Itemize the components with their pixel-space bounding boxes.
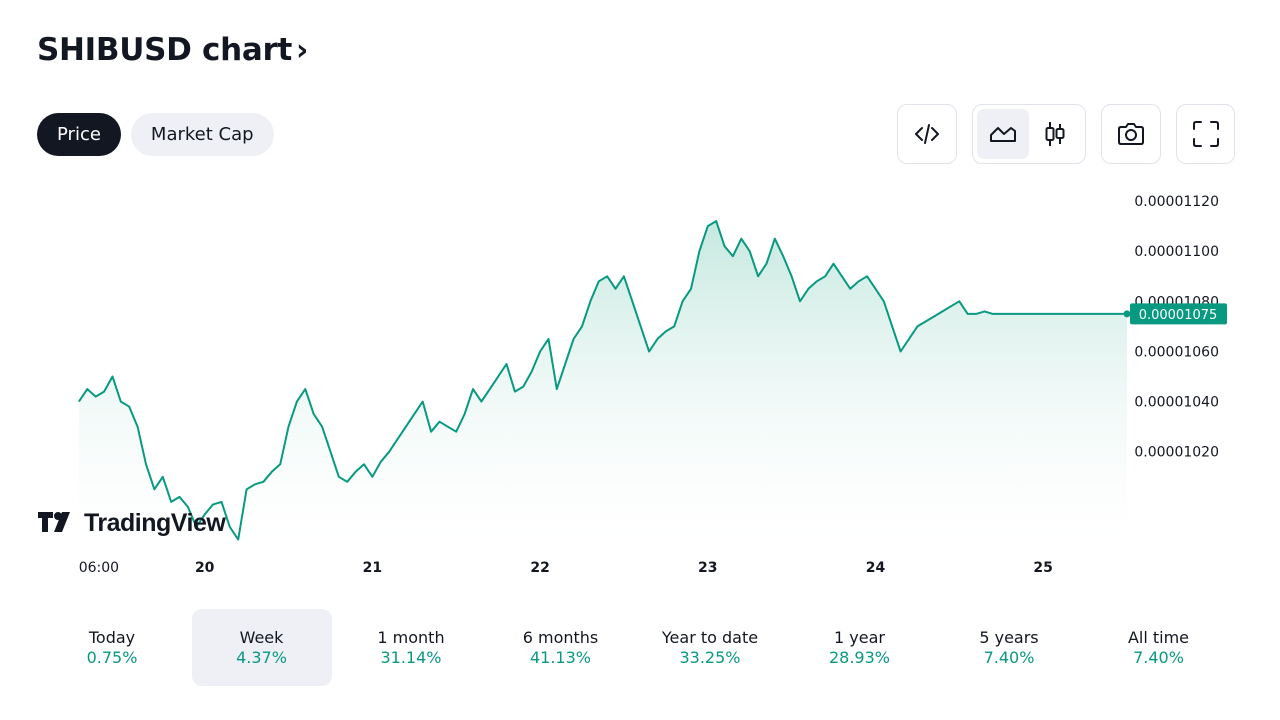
period-1-month[interactable]: 1 month 31.14% bbox=[341, 609, 481, 686]
page-title[interactable]: SHIBUSD chart › bbox=[37, 32, 308, 68]
price-line bbox=[78, 220, 1127, 541]
area-chart-icon bbox=[990, 127, 1016, 142]
area-chart-button[interactable] bbox=[977, 109, 1029, 159]
period-change: 28.93% bbox=[828, 648, 890, 667]
tradingview-logo-icon bbox=[38, 512, 70, 532]
period-label: Week bbox=[239, 628, 284, 647]
period-change: 7.40% bbox=[983, 648, 1035, 667]
fullscreen-icon bbox=[1192, 121, 1219, 147]
embed-button[interactable] bbox=[897, 104, 957, 164]
x-tick-label: 21 bbox=[363, 560, 382, 576]
y-tick-label: 0.00001040 bbox=[1134, 395, 1219, 411]
period-all-time[interactable]: All time 7.40% bbox=[1089, 609, 1229, 686]
x-axis: 06:00 20 21 22 23 24 25 bbox=[79, 560, 1053, 576]
x-tick-label: 23 bbox=[698, 560, 717, 576]
code-icon bbox=[915, 124, 939, 144]
period-today[interactable]: Today 0.75% bbox=[42, 609, 182, 686]
x-tick-label: 24 bbox=[866, 560, 886, 576]
period-label: Today bbox=[88, 628, 136, 647]
watermark-text: TradingView bbox=[84, 509, 226, 537]
y-axis: 0.000011200.000011000.000010800.00001060… bbox=[1134, 194, 1219, 461]
last-price-marker: 0.00001075 bbox=[1123, 303, 1227, 325]
performance-periods: Today 0.75% Week 4.37% 1 month 31.14% 6 … bbox=[37, 609, 1237, 686]
x-tick-label: 20 bbox=[195, 560, 215, 576]
y-tick-label: 0.00001020 bbox=[1134, 445, 1219, 461]
period-5-years[interactable]: 5 years 7.40% bbox=[939, 609, 1079, 686]
period-change: 7.40% bbox=[1133, 648, 1184, 667]
page-title-text: SHIBUSD chart bbox=[37, 32, 293, 68]
period-change: 41.13% bbox=[529, 648, 591, 667]
period-week[interactable]: Week 4.37% bbox=[191, 609, 332, 686]
tradingview-watermark[interactable]: TradingView bbox=[38, 509, 227, 537]
period-label: Year to date bbox=[661, 628, 759, 647]
y-tick-label: 0.00001100 bbox=[1134, 244, 1219, 260]
period-6-months[interactable]: 6 months 41.13% bbox=[491, 609, 631, 686]
period-label: 5 years bbox=[979, 628, 1039, 647]
period-change: 0.75% bbox=[86, 648, 138, 667]
price-area-fill bbox=[78, 221, 1127, 544]
tab-price[interactable]: Price bbox=[37, 113, 121, 156]
period-label: All time bbox=[1127, 628, 1190, 647]
fullscreen-button[interactable] bbox=[1176, 104, 1235, 164]
camera-icon bbox=[1118, 123, 1144, 145]
period-change: 33.25% bbox=[679, 648, 741, 667]
price-chart[interactable]: 0.000011200.000011000.000010800.00001060… bbox=[0, 176, 1280, 586]
y-tick-label: 0.00001120 bbox=[1134, 194, 1219, 210]
last-price-badge bbox=[1130, 303, 1227, 325]
data-type-tabs: Price Market Cap bbox=[37, 113, 274, 156]
candlestick-icon bbox=[1045, 122, 1065, 146]
period-label: 6 months bbox=[522, 628, 599, 647]
period-label: 1 month bbox=[377, 628, 445, 647]
snapshot-button[interactable] bbox=[1101, 104, 1161, 164]
period-change: 4.37% bbox=[236, 648, 287, 667]
period-year-to-date[interactable]: Year to date 33.25% bbox=[640, 609, 780, 686]
tab-market-cap[interactable]: Market Cap bbox=[130, 113, 274, 156]
candles-chart-button[interactable] bbox=[1029, 109, 1081, 159]
chart-type-toggle bbox=[972, 104, 1086, 164]
period-1-year[interactable]: 1 year 28.93% bbox=[790, 609, 930, 686]
x-tick-label: 22 bbox=[530, 560, 549, 576]
period-change: 31.14% bbox=[380, 648, 442, 667]
y-tick-label: 0.00001060 bbox=[1134, 344, 1219, 360]
last-price-dot bbox=[1123, 310, 1131, 318]
chevron-right-icon: › bbox=[296, 32, 309, 68]
x-tick-label: 25 bbox=[1033, 560, 1052, 576]
x-tick-label: 06:00 bbox=[79, 560, 119, 576]
period-label: 1 year bbox=[834, 628, 885, 647]
last-price-label: 0.00001075 bbox=[1139, 308, 1218, 323]
